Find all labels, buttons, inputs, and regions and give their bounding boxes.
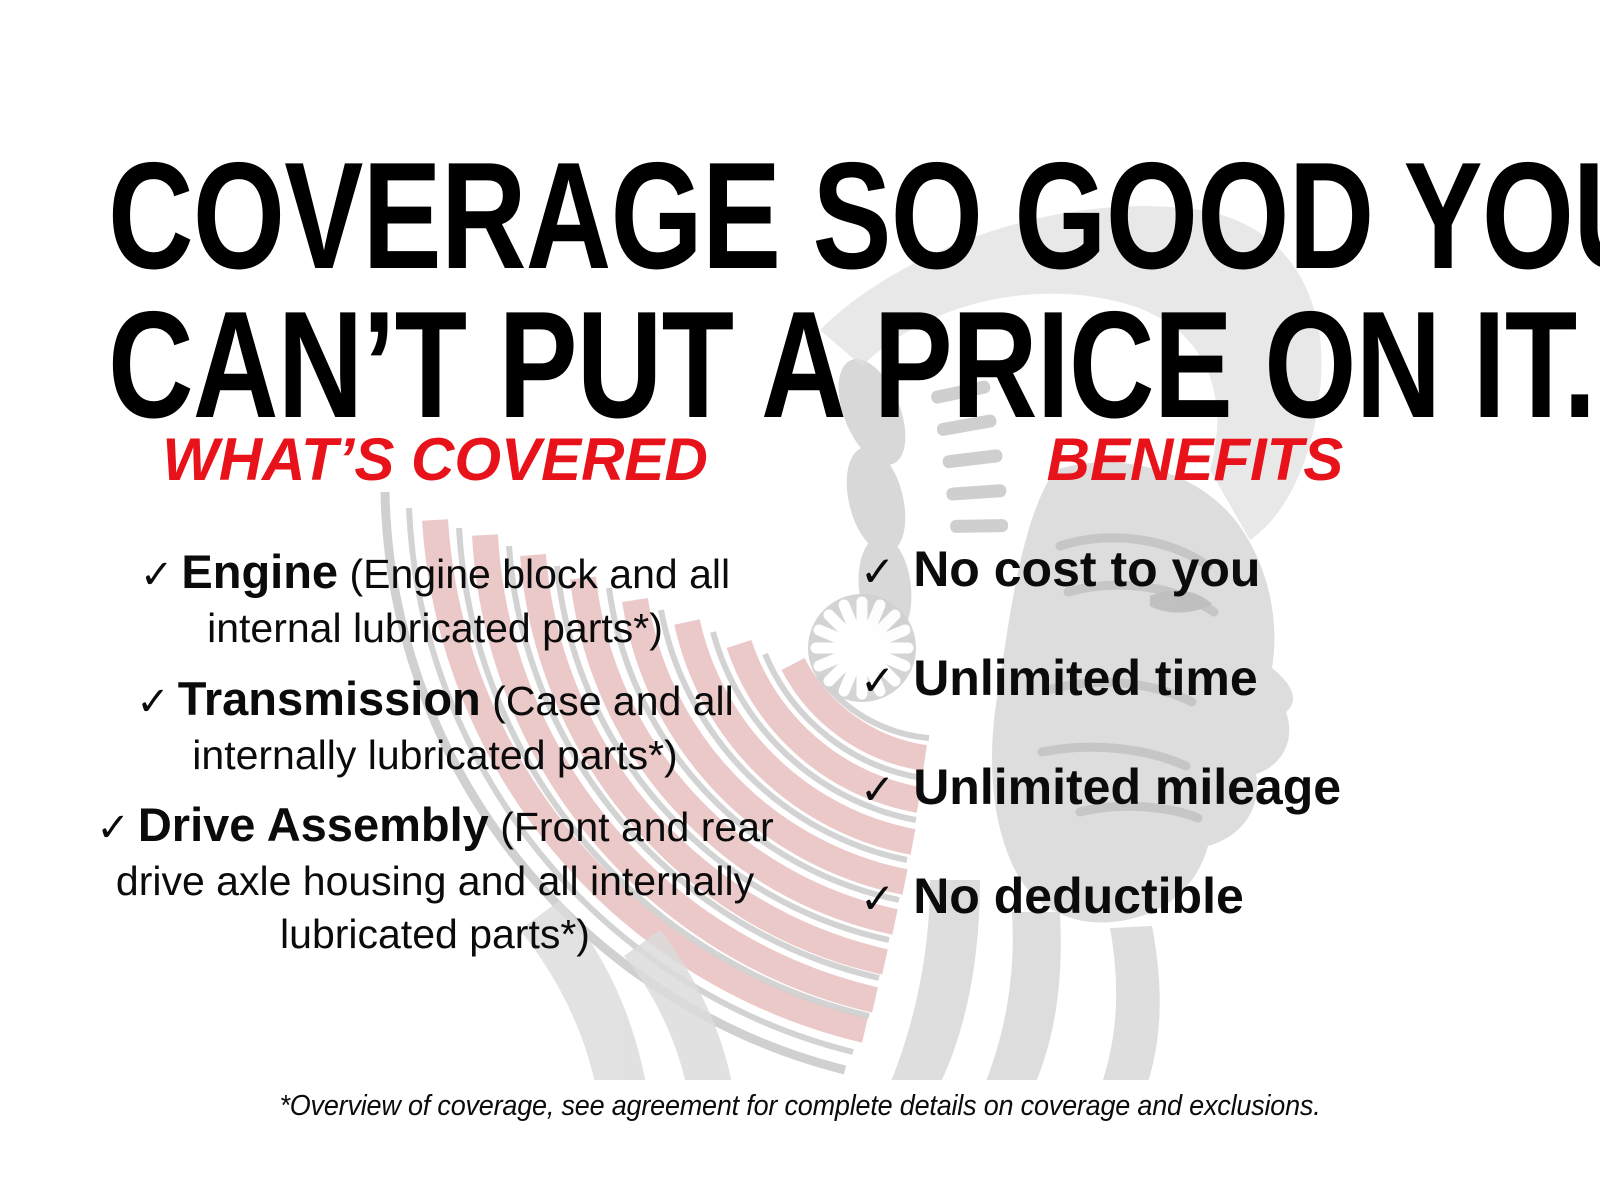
check-icon: ✓ — [96, 806, 130, 851]
benefit-label: No deductible — [913, 868, 1244, 924]
list-item: ✓ No cost to you — [860, 542, 1600, 597]
check-icon: ✓ — [139, 553, 174, 597]
headline-line-1: COVERAGE SO GOOD YOU — [108, 130, 1600, 301]
list-item: ✓ Drive Assembly (Front and rear drive ax… — [70, 795, 800, 960]
benefits-column: BENEFITS ✓ No cost to you ✓ Unlimited ti… — [800, 430, 1600, 978]
benefit-label: Unlimited time — [913, 650, 1258, 706]
check-icon: ✓ — [860, 766, 896, 813]
list-item: ✓ Engine (Engine block and all internal l… — [70, 542, 800, 655]
list-item: ✓ Unlimited time — [860, 651, 1600, 706]
check-icon: ✓ — [136, 679, 170, 724]
benefits-section-title: BENEFITS — [1046, 426, 1344, 493]
check-icon: ✓ — [860, 548, 896, 595]
covered-column: WHAT’S COVERED ✓ Engine (Engine block and… — [0, 430, 800, 974]
covered-section-title: WHAT’S COVERED — [162, 426, 708, 493]
list-item: ✓ Transmission (Case and all internally l… — [70, 669, 800, 782]
list-item: ✓ No deductible — [860, 869, 1600, 924]
benefits-list: ✓ No cost to you ✓ Unlimited time ✓ Unli… — [860, 542, 1600, 924]
check-icon: ✓ — [860, 657, 896, 704]
covered-item-term: Transmission — [177, 671, 481, 725]
check-icon: ✓ — [860, 875, 896, 922]
covered-item-term: Drive Assembly — [137, 798, 489, 852]
content-columns: WHAT’S COVERED ✓ Engine (Engine block and… — [0, 430, 1600, 978]
list-item: ✓ Unlimited mileage — [860, 760, 1600, 815]
page-title: COVERAGE SO GOOD YOU CAN’T PUT A PRICE O… — [108, 130, 1600, 450]
covered-item-term: Engine — [181, 545, 339, 598]
benefit-label: Unlimited mileage — [913, 759, 1342, 815]
headline-line-2: CAN’T PUT A PRICE ON IT. — [108, 279, 1596, 450]
covered-list: ✓ Engine (Engine block and all internal l… — [70, 542, 800, 960]
footnote-disclaimer: *Overview of coverage, see agreement for… — [279, 1090, 1321, 1122]
benefit-label: No cost to you — [913, 541, 1261, 597]
